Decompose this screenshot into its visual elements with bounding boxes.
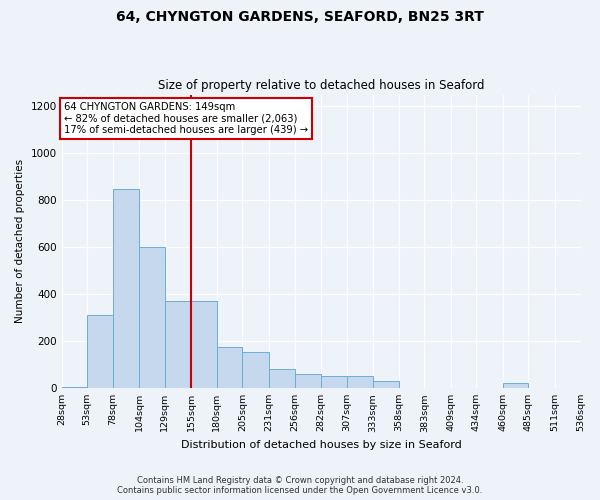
X-axis label: Distribution of detached houses by size in Seaford: Distribution of detached houses by size … (181, 440, 461, 450)
Bar (295, 374, 321, 388)
Bar (217, 347, 242, 388)
Text: 64, CHYNGTON GARDENS, SEAFORD, BN25 3RT: 64, CHYNGTON GARDENS, SEAFORD, BN25 3RT (116, 10, 484, 24)
Bar (347, 376, 373, 388)
Text: Contains HM Land Registry data © Crown copyright and database right 2024.
Contai: Contains HM Land Registry data © Crown c… (118, 476, 482, 495)
Bar (242, 352, 269, 388)
Title: Size of property relative to detached houses in Seaford: Size of property relative to detached ho… (158, 79, 484, 92)
Bar (191, 302, 217, 388)
Bar (321, 376, 347, 388)
Bar (373, 381, 399, 388)
Y-axis label: Number of detached properties: Number of detached properties (15, 160, 25, 324)
Bar (503, 384, 529, 388)
Bar (113, 188, 139, 388)
Bar (87, 316, 113, 388)
Text: 64 CHYNGTON GARDENS: 149sqm
← 82% of detached houses are smaller (2,063)
17% of : 64 CHYNGTON GARDENS: 149sqm ← 82% of det… (64, 102, 308, 135)
Bar (139, 247, 165, 388)
Bar (269, 370, 295, 388)
Bar (62, 387, 87, 388)
Bar (165, 302, 191, 388)
